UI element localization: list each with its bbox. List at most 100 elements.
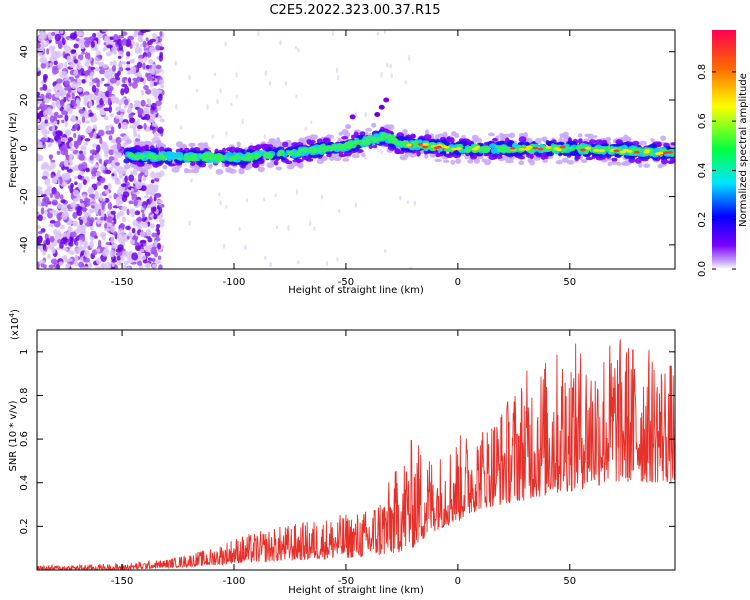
noise-speckle <box>268 80 272 86</box>
band-blob <box>321 155 328 161</box>
noise-speckle <box>44 209 48 215</box>
noise-speckle <box>135 217 142 222</box>
noise-speckle <box>117 152 123 159</box>
noise-speckle <box>102 47 107 52</box>
spectrogram-y-label: Frequency (Hz) <box>8 112 19 188</box>
colorbar-tick-label: 0.0 <box>697 261 708 277</box>
noise-speckle <box>53 111 59 116</box>
noise-speckle <box>113 217 117 225</box>
noise-speckle <box>108 105 113 113</box>
noise-speckle <box>105 261 112 269</box>
noise-speckle <box>51 68 59 75</box>
noise-speckle <box>121 31 128 36</box>
band-blob <box>355 143 361 149</box>
band-blob <box>208 163 213 169</box>
noise-speckle <box>263 133 266 140</box>
band-blob <box>252 145 261 150</box>
snr-y-tick-label: 0.8 <box>19 388 30 404</box>
noise-speckle <box>97 239 102 248</box>
noise-speckle <box>66 172 71 179</box>
band-blob <box>246 163 254 169</box>
band-blob <box>434 158 443 163</box>
noise-speckle <box>308 220 312 227</box>
noise-speckle <box>143 122 147 130</box>
noise-speckle <box>106 44 113 49</box>
noise-speckle <box>133 198 138 207</box>
noise-speckle <box>119 223 125 229</box>
noise-speckle <box>75 241 79 247</box>
noise-speckle <box>413 200 417 206</box>
noise-speckle <box>52 56 57 62</box>
noise-speckle <box>126 208 130 216</box>
snr-x-tick-label: -150 <box>111 576 134 587</box>
noise-speckle <box>155 100 162 106</box>
noise-speckle <box>64 61 68 70</box>
band-blob <box>345 124 352 130</box>
band-core <box>579 148 586 152</box>
band-blob <box>365 127 372 132</box>
noise-speckle <box>68 108 73 114</box>
snr-frame <box>36 329 676 571</box>
band-blob <box>566 152 575 156</box>
noise-speckle <box>107 210 112 214</box>
noise-speckle <box>157 242 161 250</box>
noise-speckle <box>123 238 128 242</box>
snr-y-tick-label: 1 <box>19 349 30 355</box>
band-blob <box>643 163 651 168</box>
band-core <box>509 146 516 150</box>
noise-speckle <box>38 259 46 264</box>
band-blob <box>153 147 159 154</box>
noise-speckle <box>110 210 116 215</box>
band-core <box>657 151 664 155</box>
noise-speckle <box>296 260 300 265</box>
band-core <box>598 149 605 153</box>
noise-speckle <box>135 181 143 190</box>
noise-speckle <box>44 177 51 186</box>
band-blob <box>529 153 534 160</box>
band-blob <box>325 151 333 155</box>
band-blob <box>176 156 182 160</box>
noise-speckle <box>51 247 56 254</box>
noise-speckle <box>121 206 128 211</box>
noise-speckle <box>146 262 151 269</box>
snr-panel: -150 -100 -50 0 50 0.2 0.4 0.6 0.8 1 Height of s… <box>8 309 676 596</box>
noise-speckle <box>104 144 109 153</box>
band-blob <box>437 133 444 137</box>
noise-speckle <box>54 33 61 42</box>
noise-speckle <box>78 261 84 268</box>
noise-speckle <box>104 188 110 195</box>
noise-speckle <box>76 205 83 211</box>
noise-speckle <box>225 205 228 209</box>
noise-speckle <box>406 200 410 204</box>
noise-speckle <box>75 97 80 105</box>
band-blob <box>295 151 303 156</box>
noise-speckle <box>110 95 117 102</box>
noise-speckle <box>134 121 138 128</box>
band-core <box>559 145 566 149</box>
spectrogram-panel: -150 -100 -50 0 50 -40 -20 0 20 40 Height of str… <box>8 29 676 296</box>
noise-speckle <box>274 193 277 198</box>
noise-speckle <box>146 229 151 237</box>
noise-speckle <box>149 196 153 204</box>
noise-speckle <box>145 88 152 95</box>
noise-speckle <box>37 118 40 123</box>
noise-speckle <box>37 186 43 191</box>
band-blob <box>276 137 281 144</box>
noise-speckle <box>399 195 402 201</box>
noise-speckle <box>238 227 241 231</box>
band-blob <box>222 147 227 153</box>
noise-speckle <box>146 204 152 209</box>
noise-speckle <box>108 149 115 156</box>
noise-speckle <box>143 195 150 199</box>
noise-speckle <box>71 92 75 100</box>
band-core <box>553 147 560 151</box>
noise-speckle <box>213 72 217 77</box>
noise-speckle <box>153 177 160 182</box>
noise-speckle <box>85 168 90 173</box>
band-blob <box>605 137 612 142</box>
noise-speckle <box>72 221 76 226</box>
noise-speckle <box>114 162 121 166</box>
noise-speckle <box>57 169 61 176</box>
noise-speckle <box>377 149 380 153</box>
band-blob <box>650 138 655 142</box>
